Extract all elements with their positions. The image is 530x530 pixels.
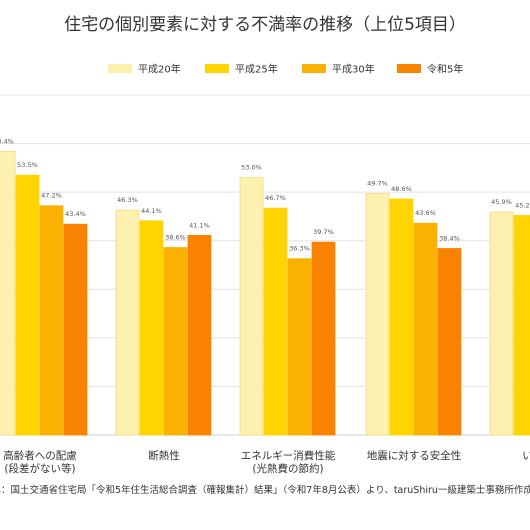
legend-label: 平成30年 bbox=[332, 63, 375, 76]
data-label: 44.1% bbox=[141, 207, 162, 215]
bar bbox=[239, 177, 264, 436]
legend: 平成20年 平成25年 平成30年 令和5年 bbox=[108, 63, 463, 76]
data-label: 53.5% bbox=[17, 161, 38, 169]
bar bbox=[63, 223, 88, 436]
bar bbox=[513, 215, 530, 436]
data-label: 47.2% bbox=[41, 192, 62, 200]
data-label: 58.4% bbox=[0, 137, 14, 145]
bar bbox=[413, 222, 438, 436]
bar bbox=[15, 174, 40, 436]
data-label: 45.9% bbox=[491, 198, 512, 206]
bars bbox=[0, 150, 530, 436]
bar bbox=[163, 247, 188, 436]
bar bbox=[365, 193, 390, 436]
category-label: 断熱性 bbox=[148, 449, 180, 462]
data-label: 38.4% bbox=[439, 234, 460, 242]
bar bbox=[437, 248, 462, 436]
data-label: 48.6% bbox=[391, 185, 412, 193]
category-label: エネルギー消費性能 bbox=[241, 449, 336, 462]
category-labels: 高齢者への配慮(段差がない等) 断熱性 エネルギー消費性能(光熱費の節約) 地震に対す… bbox=[3, 449, 530, 475]
bar bbox=[39, 205, 64, 436]
legend-label: 平成25年 bbox=[235, 63, 278, 76]
data-label: 45.2% bbox=[515, 201, 530, 209]
legend-swatch bbox=[108, 64, 132, 73]
bar bbox=[139, 220, 164, 436]
bar bbox=[311, 241, 336, 436]
value-labels: 58.4% 53.5% 47.2% 43.4% 46.3%44.1% 38.6%41.1%… bbox=[0, 137, 530, 252]
chart-title: 住宅の個別要素に対する不満率の推移（上位5項目） bbox=[64, 15, 466, 35]
bar bbox=[0, 150, 16, 436]
bar bbox=[489, 211, 514, 436]
category-label: 地震に対する安全性 bbox=[367, 449, 462, 462]
bar bbox=[389, 198, 414, 436]
category-label: (段差がない等) bbox=[4, 462, 75, 475]
data-label: 49.7% bbox=[367, 180, 388, 188]
data-label: 38.6% bbox=[165, 234, 186, 242]
data-label: 43.6% bbox=[415, 209, 436, 217]
data-label: 41.1% bbox=[189, 221, 210, 229]
bar bbox=[115, 209, 140, 436]
category-label: いたみ bbox=[522, 450, 530, 462]
data-label: 43.4% bbox=[65, 210, 86, 218]
data-label: 53.0% bbox=[241, 164, 262, 172]
data-label: 36.3% bbox=[289, 245, 310, 253]
data-label: 46.7% bbox=[265, 194, 286, 202]
bar bbox=[287, 258, 312, 436]
legend-swatch bbox=[302, 64, 326, 73]
category-label: (光熱費の節約) bbox=[252, 462, 323, 475]
legend-swatch bbox=[397, 64, 421, 73]
category-label: 高齢者への配慮 bbox=[3, 449, 77, 462]
data-label: 46.3% bbox=[117, 196, 138, 204]
data-label: 39.7% bbox=[313, 228, 334, 236]
bar bbox=[187, 234, 212, 436]
legend-swatch bbox=[205, 64, 229, 73]
source-note: 出典：国土交通省住宅局「令和5年住生活総合調査（確報集計）結果」（令和7年8月公… bbox=[0, 484, 530, 496]
bar bbox=[263, 207, 288, 436]
legend-label: 平成20年 bbox=[138, 63, 181, 76]
legend-label: 令和5年 bbox=[427, 63, 463, 76]
